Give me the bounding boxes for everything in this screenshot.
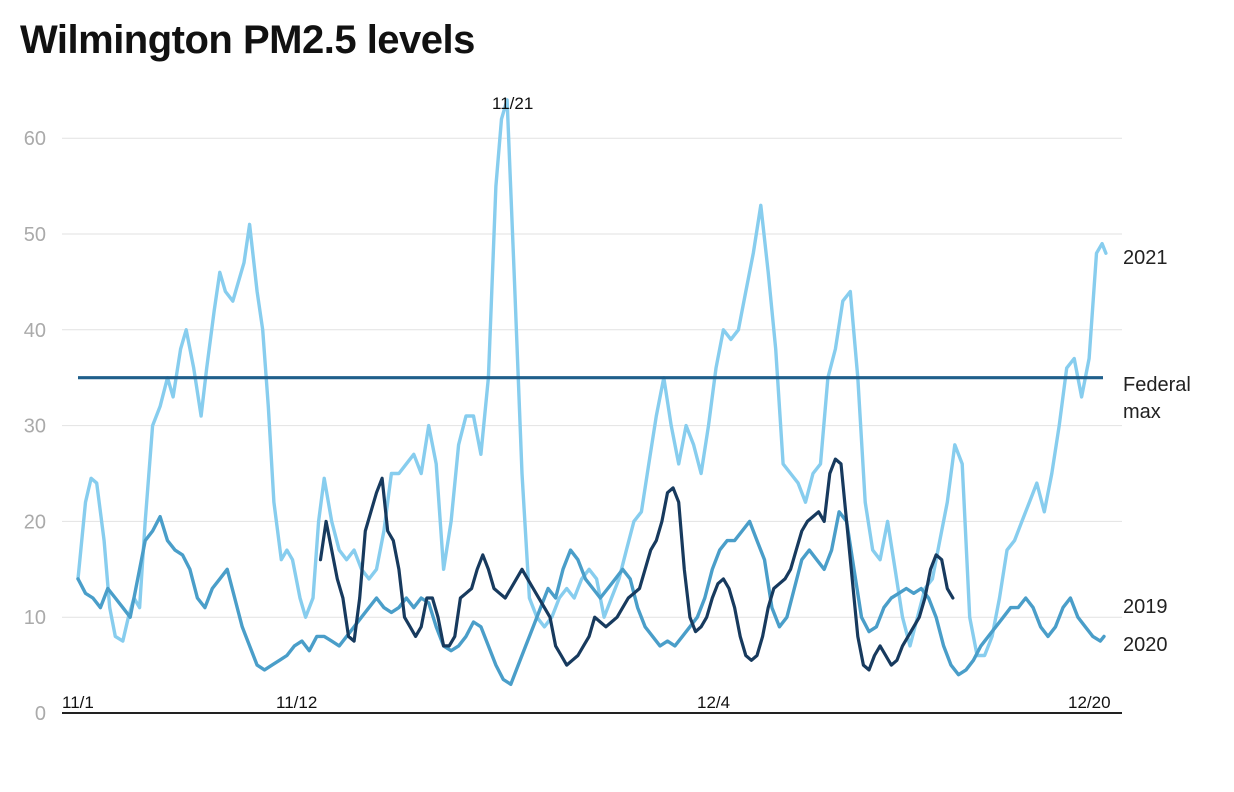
y-tick-label-10: 10 [24, 607, 46, 629]
peak-annotation: 11/21 [492, 94, 533, 113]
series-label-2019: 2019 [1123, 596, 1168, 618]
x-axis-ticks: 11/1 11/12 12/4 12/20 [62, 693, 1111, 712]
federal-max-label-line-1: Federal [1123, 374, 1191, 396]
y-tick-label-0: 0 [35, 703, 46, 725]
federal-max-label-line-2: max [1123, 401, 1161, 423]
series-lines [76, 98, 1108, 686]
y-tick-label-20: 20 [24, 511, 46, 533]
x-tick-label-11-12: 11/12 [276, 693, 317, 712]
series-line-2021 [76, 98, 1108, 658]
y-tick-label-30: 30 [24, 416, 46, 438]
y-tick-label-50: 50 [24, 224, 46, 246]
y-tick-label-60: 60 [24, 128, 46, 150]
series-end-labels: 2021 2020 2019 Federal max [1123, 247, 1191, 656]
x-tick-label-12-20: 12/20 [1068, 693, 1111, 712]
series-line-2019 [318, 457, 955, 672]
series-line-2020 [76, 510, 1106, 686]
y-tick-label-40: 40 [24, 320, 46, 342]
chart-title: Wilmington PM2.5 levels [20, 18, 475, 62]
series-label-2020: 2020 [1123, 634, 1168, 656]
x-tick-label-11-1: 11/1 [62, 693, 94, 712]
x-tick-label-12-4: 12/4 [697, 693, 730, 712]
series-label-2021: 2021 [1123, 247, 1168, 269]
y-axis-ticks: 0 10 20 30 40 50 60 [24, 128, 46, 725]
annotations: 11/21 [492, 94, 533, 113]
